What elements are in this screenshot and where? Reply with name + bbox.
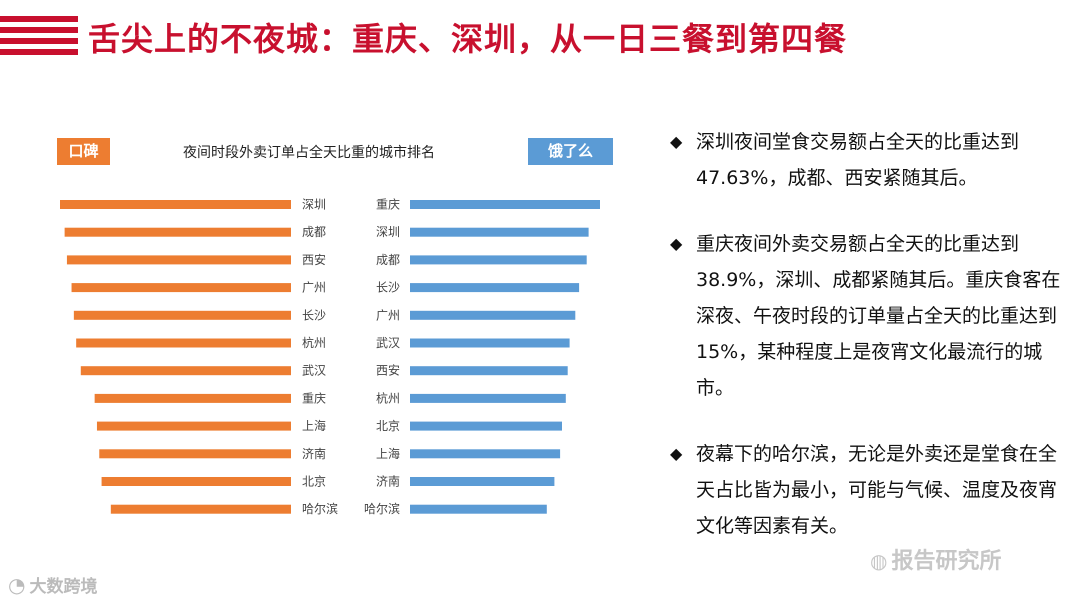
eleme-bar <box>410 449 561 459</box>
bullet-text-3: 夜幕下的哈尔滨，无论是外卖还是堂食在全天占比皆为最小，可能与气候、温度及夜宵文化… <box>696 443 1058 537</box>
eleme-city-label: 广州 <box>376 308 400 322</box>
koubei-bar <box>96 421 292 431</box>
koubei-city-label: 哈尔滨 <box>302 501 338 516</box>
koubei-city-label: 重庆 <box>302 391 326 405</box>
eleme-bar <box>410 227 589 237</box>
eleme-bar <box>410 200 600 209</box>
eleme-label: 饿了么 <box>528 138 613 165</box>
koubei-city-label: 成都 <box>302 225 326 239</box>
eleme-city-label: 武汉 <box>376 336 400 350</box>
page-title: 舌尖上的不夜城：重庆、深圳，从一日三餐到第四餐 <box>88 20 848 58</box>
city-ranking-chart: 深圳成都西安广州长沙杭州武汉重庆上海济南北京哈尔滨重庆深圳成都长沙广州武汉西安杭… <box>60 198 600 516</box>
koubei-city-label: 武汉 <box>302 364 326 378</box>
eleme-bar <box>410 338 570 348</box>
koubei-city-label: 西安 <box>302 252 326 267</box>
eleme-city-label: 深圳 <box>376 225 400 239</box>
eleme-city-label: 哈尔滨 <box>364 501 400 516</box>
title-decoration <box>0 16 78 60</box>
diamond-icon: ◆ <box>670 234 683 253</box>
koubei-bar <box>73 310 291 320</box>
koubei-city-label: 广州 <box>302 281 326 295</box>
eleme-city-label: 长沙 <box>376 281 400 295</box>
bullet-text-1: 深圳夜间堂食交易额占全天的比重达到47.63%，成都、西安紧随其后。 <box>696 131 1020 189</box>
watermark-dashujiajing: ◔ 大数跨境 <box>8 573 98 597</box>
eleme-city-label: 重庆 <box>376 198 400 212</box>
wechat-icon: ◍ <box>870 549 888 573</box>
eleme-bar <box>410 477 555 486</box>
eleme-bar <box>410 283 580 293</box>
bullet-item: ◆ 夜幕下的哈尔滨，无论是外卖还是堂食在全天占比皆为最小，可能与气候、温度及夜宵… <box>670 436 1065 544</box>
bullet-item: ◆ 深圳夜间堂食交易额占全天的比重达到47.63%，成都、西安紧随其后。 <box>670 124 1065 196</box>
koubei-bar <box>80 366 291 376</box>
diamond-icon: ◆ <box>670 132 683 151</box>
koubei-bar <box>101 477 291 486</box>
koubei-city-label: 长沙 <box>302 308 326 322</box>
logo-icon: ◔ <box>8 573 26 597</box>
eleme-city-label: 济南 <box>376 474 400 489</box>
eleme-bar <box>410 421 562 431</box>
koubei-label: 口碑 <box>57 138 110 165</box>
diamond-icon: ◆ <box>670 444 683 463</box>
eleme-city-label: 成都 <box>376 253 400 267</box>
chart-title: 夜间时段外卖订单占全天比重的城市排名 <box>183 145 435 161</box>
eleme-bar <box>410 393 566 403</box>
eleme-city-label: 上海 <box>376 446 400 461</box>
koubei-city-label: 杭州 <box>302 335 326 350</box>
eleme-bar <box>410 504 547 514</box>
koubei-bar <box>99 449 292 459</box>
eleme-city-label: 杭州 <box>376 390 400 405</box>
watermark-report-institute: ◍ 报告研究所 <box>870 549 1002 574</box>
bullet-list: ◆ 深圳夜间堂食交易额占全天的比重达到47.63%，成都、西安紧随其后。 ◆ 重… <box>670 124 1065 574</box>
eleme-city-label: 西安 <box>376 363 400 378</box>
eleme-bar <box>410 366 568 376</box>
eleme-bar <box>410 310 576 320</box>
bullet-item: ◆ 重庆夜间外卖交易额占全天的比重达到38.9%，深圳、成都紧随其后。重庆食客在… <box>670 226 1065 406</box>
koubei-bar <box>64 227 292 237</box>
eleme-bar <box>410 255 587 265</box>
koubei-bar <box>66 255 292 265</box>
eleme-city-label: 北京 <box>376 419 400 433</box>
koubei-bar <box>60 200 291 209</box>
koubei-city-label: 济南 <box>302 446 326 461</box>
bullet-text-2: 重庆夜间外卖交易额占全天的比重达到38.9%，深圳、成都紧随其后。重庆食客在深夜… <box>696 233 1061 399</box>
koubei-bar <box>76 338 291 348</box>
koubei-bar <box>71 283 291 293</box>
koubei-city-label: 深圳 <box>302 198 326 212</box>
koubei-bar <box>94 393 292 403</box>
koubei-bar <box>110 504 291 514</box>
koubei-city-label: 上海 <box>302 418 326 433</box>
koubei-city-label: 北京 <box>302 475 326 489</box>
